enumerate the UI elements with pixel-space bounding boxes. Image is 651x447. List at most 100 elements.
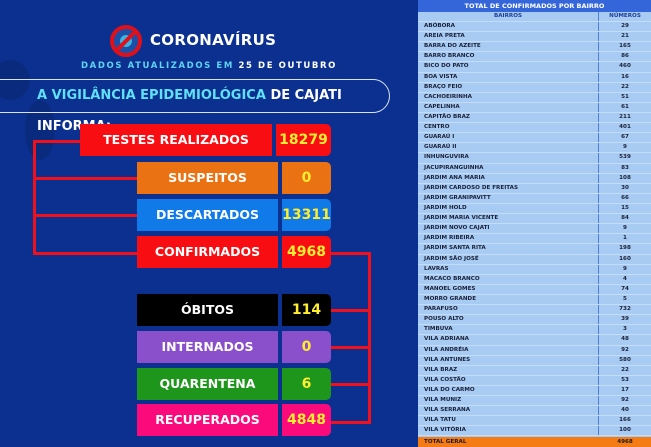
bairro-count: 539 [619, 154, 631, 161]
bairro-name: VILA ANDRÉIA [418, 345, 599, 355]
column-header-bairros: BAIRROS [418, 12, 599, 21]
table-row: AREIA PRETA 21 [418, 32, 651, 43]
connector-line [330, 421, 370, 424]
page-title: CORONAVÍRUS [150, 31, 277, 49]
table-row: VILA VITÓRIA 100 [418, 426, 651, 437]
stat-value-internados: 0 [282, 331, 331, 363]
bairro-name: BICO DO PATO [418, 62, 599, 72]
bairro-count: 9 [623, 144, 627, 151]
bairro-name: POUSO ALTO [418, 315, 599, 325]
connector-line [330, 383, 370, 386]
table-row: JARDIM RIBEIRA 1 [418, 234, 651, 245]
stat-value-testes-realizados: 18279 [276, 124, 331, 156]
bairro-name: VILA ANTUNES [418, 355, 599, 365]
table-row: INHUNGUVIRA 539 [418, 153, 651, 164]
table-row: VILA SERRANA 40 [418, 406, 651, 417]
bairro-count: 48 [621, 336, 629, 343]
table-row: BRAÇO FEIO 22 [418, 82, 651, 93]
bairro-count: 66 [621, 194, 629, 201]
table-row: VILA ANDRÉIA 92 [418, 345, 651, 356]
bairro-count: 29 [621, 23, 629, 29]
stat-label-testes-realizados: TESTES REALIZADOS [80, 124, 272, 156]
bairro-count: 86 [621, 53, 629, 60]
table-row: VILA MUNIZ 92 [418, 396, 651, 407]
bairro-count: 108 [619, 174, 631, 181]
bairro-count: 22 [621, 83, 629, 90]
bairro-count: 51 [621, 93, 629, 100]
table-row: VILA ANTUNES 580 [418, 355, 651, 366]
stat-label-recuperados: RECUPERADOS [137, 404, 278, 436]
stat-label-quarentena: QUARENTENA [137, 368, 278, 400]
bairro-name: JARDIM RIBEIRA [418, 234, 599, 244]
bairro-count: 61 [621, 103, 629, 110]
connector-line [33, 140, 36, 255]
bairro-name: GUARAÚ I [418, 133, 599, 143]
bairro-count: 16 [621, 73, 629, 80]
bairro-name: JARDIM GRANIPAVITT [418, 193, 599, 203]
bairro-name: MORRO GRANDE [418, 294, 599, 305]
stat-label-obitos: ÓBITOS [137, 294, 278, 326]
bairro-count: 460 [619, 63, 631, 70]
stat-label-descartados: DESCARTADOS [137, 199, 278, 231]
bairro-count: 39 [621, 316, 629, 323]
table-header: BAIRROS NÚMEROS [418, 12, 651, 22]
table-row: JARDIM SÃO JOSÉ 160 [418, 254, 651, 265]
bairro-count: 17 [621, 386, 629, 393]
bairro-count: 21 [621, 33, 629, 40]
bairro-count: 4 [623, 275, 627, 282]
stat-value-obitos: 114 [282, 294, 331, 326]
bairro-count: 92 [621, 346, 629, 353]
no-virus-icon [110, 25, 142, 57]
bairro-name: VILA MUNIZ [418, 396, 599, 406]
table-row: LAVRAS 9 [418, 264, 651, 275]
connector-line [33, 140, 80, 143]
bairro-count: 30 [621, 184, 629, 191]
bairro-name: VILA BRAZ [418, 365, 599, 375]
bairro-count: 160 [619, 255, 631, 262]
virus-decoration [25, 100, 55, 160]
updated-prefix: DADOS ATUALIZADOS EM [81, 61, 234, 71]
bairro-name: ABÓBORA [418, 22, 599, 32]
informa-banner: A VIGILÂNCIA EPIDEMIOLÓGICA DE CAJATI IN… [0, 79, 390, 134]
bairro-name: PARAFUSO [418, 305, 599, 315]
updated-date: DADOS ATUALIZADOS EM 25 DE OUTUBRO [0, 61, 418, 71]
table-row: CAPELINHA 61 [418, 102, 651, 113]
bairro-count: 9 [623, 265, 627, 272]
table-row: CAPITÃO BRAZ 211 [418, 112, 651, 124]
bairro-count: 5 [623, 295, 627, 302]
table-row: JACUPIRANGUINHA 83 [418, 163, 651, 174]
infographic-panel: CORONAVÍRUS DADOS ATUALIZADOS EM 25 DE O… [0, 0, 418, 447]
bairro-name: CENTRO [418, 123, 599, 133]
table-row: TIMBUVA 3 [418, 325, 651, 336]
bairro-name: LAVRAS [418, 264, 599, 274]
bairro-count: 15 [621, 204, 629, 211]
bairro-name: CAPELINHA [418, 102, 599, 112]
table-row: PARAFUSO 732 [418, 305, 651, 316]
table-row: JARDIM ANA MARIA 108 [418, 173, 651, 184]
table-row: CENTRO 401 [418, 123, 651, 134]
bairro-name: JARDIM MARIA VICENTE [418, 214, 599, 224]
table-row: JARDIM NOVO CAJATI 9 [418, 224, 651, 235]
bairro-name: VILA DO CARMO [418, 385, 599, 396]
connector-line [33, 252, 137, 255]
connector-line [368, 252, 371, 424]
total-value: 4968 [617, 439, 633, 445]
bairro-name: CACHOEIRINHA [418, 92, 599, 102]
bairro-name: VILA SERRANA [418, 406, 599, 416]
stat-value-descartados: 13311 [282, 199, 331, 231]
confirmed-by-neighborhood-table: TOTAL DE CONFIRMADOS POR BAIRRO BAIRROS … [418, 0, 651, 447]
stat-label-confirmados: CONFIRMADOS [137, 236, 278, 268]
total-row: TOTAL GERAL 4968 [418, 437, 651, 447]
stat-value-confirmados: 4968 [282, 236, 331, 268]
table-row: POUSO ALTO 39 [418, 315, 651, 326]
table-row: MORRO GRANDE 5 [418, 294, 651, 306]
connector-line [330, 309, 370, 312]
bairro-name: GUARAÚ II [418, 143, 599, 153]
table-row: CACHOEIRINHA 51 [418, 92, 651, 103]
stat-value-suspeitos: 0 [282, 162, 331, 194]
bairro-name: BARRO BRANCO [418, 52, 599, 62]
table-row: JARDIM GRANIPAVITT 66 [418, 193, 651, 204]
total-label: TOTAL GERAL [424, 439, 467, 445]
bairro-name: BRAÇO FEIO [418, 82, 599, 92]
informa-highlight: A VIGILÂNCIA EPIDEMIOLÓGICA [37, 88, 266, 103]
